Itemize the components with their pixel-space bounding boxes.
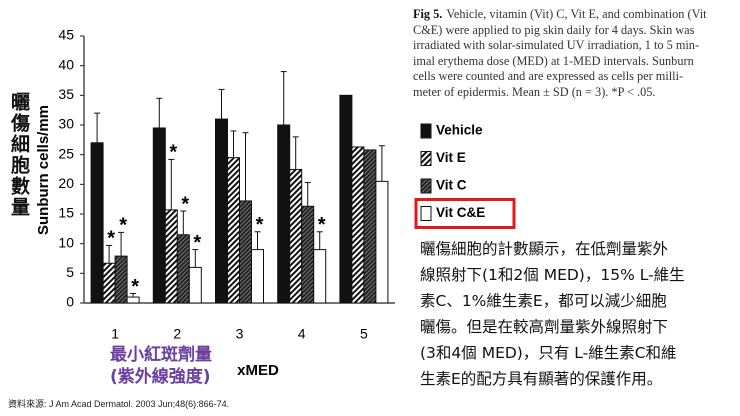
y-axis-label: Sunburn cells/mm xyxy=(35,105,52,235)
source: 資料來源: J Am Acad Dermatol. 2003 Jun;48(6)… xyxy=(8,399,230,409)
x-tick-label: 2 xyxy=(173,326,181,342)
note-line: 曬傷。但是在較高劑量紫外線照射下 xyxy=(420,318,669,336)
bar xyxy=(164,209,178,304)
x-label-zh-line: (紫外線強度) xyxy=(110,367,211,387)
x-tick-label: 4 xyxy=(298,326,306,342)
error-bar xyxy=(106,244,113,264)
caption-text: irradiated with solar-simulated UV irrad… xyxy=(413,38,700,53)
legend-label: Vit E xyxy=(436,150,466,165)
significance-star: * xyxy=(256,214,264,236)
error-bar xyxy=(156,97,163,128)
x-tick-label: 3 xyxy=(236,326,244,342)
y-tick-label: 30 xyxy=(58,116,74,132)
legend-label: Vit C&E xyxy=(436,205,485,220)
bar xyxy=(239,200,252,304)
significance-star: * xyxy=(107,228,115,250)
significance-star: * xyxy=(119,215,127,237)
bar xyxy=(313,249,327,304)
note-line: 生素E的配方具有顯著的保護作用。 xyxy=(420,370,663,388)
bar xyxy=(363,149,377,304)
error-bar xyxy=(218,88,225,120)
bar xyxy=(251,249,264,304)
y-tick-label: 40 xyxy=(58,56,74,72)
bar xyxy=(227,157,240,304)
bar xyxy=(301,205,315,304)
legend-highlight xyxy=(414,198,516,229)
bar xyxy=(152,127,166,304)
caption-line: C&E) were applied to pig skin daily for … xyxy=(413,23,738,39)
y-tick-label: 35 xyxy=(58,86,74,102)
significance-star: * xyxy=(131,276,139,298)
caption-text: Vehicle, vitamin (Vit) C, Vit E, and com… xyxy=(446,7,707,21)
error-bar xyxy=(280,71,287,125)
error-bar xyxy=(316,231,323,250)
caption-line: imal erythema dose (MED) at 1-MED interv… xyxy=(413,54,738,70)
error-bar xyxy=(180,210,187,235)
caption-text: C&E) were applied to pig skin daily for … xyxy=(413,22,695,37)
y-tick-label: 45 xyxy=(58,27,74,43)
caption-line: Fig 5. Vehicle, vitamin (Vit) C, Vit E, a… xyxy=(413,7,738,23)
caption-text: cells were counted and are expressed as … xyxy=(413,69,684,84)
error-bar xyxy=(242,132,249,201)
caption-line: irradiated with solar-simulated UV irrad… xyxy=(413,38,738,54)
legend-swatch xyxy=(420,123,432,139)
note: 曬傷細胞的計數顯示，在低劑量紫外 線照射下(1和2個 MED)，15% L-維生素… xyxy=(420,236,685,392)
error-bar xyxy=(292,136,299,170)
significance-star: * xyxy=(193,232,201,254)
legend-swatch xyxy=(420,206,432,221)
x-axis-label-zh: 最小紅斑劑量 (紫外線強度) xyxy=(110,344,212,388)
bar xyxy=(375,180,389,304)
caption: Fig 5. Vehicle, vitamin (Vit) C, Vit E, a… xyxy=(413,7,738,101)
bar xyxy=(188,266,202,304)
x-tick-label: 5 xyxy=(360,326,368,342)
error-bar xyxy=(254,231,261,250)
error-bar xyxy=(130,293,137,298)
bar xyxy=(339,94,353,304)
y-tick-label: 5 xyxy=(66,264,74,280)
x-tick-label: 1 xyxy=(111,326,119,342)
error-bar xyxy=(378,145,385,182)
significance-star: * xyxy=(169,142,177,164)
bar xyxy=(215,118,228,304)
bar xyxy=(114,255,128,304)
bar xyxy=(126,296,140,304)
caption-text: imal erythema dose (MED) at 1-MED interv… xyxy=(413,53,694,68)
bar xyxy=(351,146,365,304)
y-tick-label: 15 xyxy=(58,205,74,221)
bar xyxy=(102,262,116,304)
caption-label: Fig 5. xyxy=(413,7,443,21)
y-tick-label: 20 xyxy=(58,175,74,191)
note-line: 線照射下(1和2個 MED)，15% L-維生 xyxy=(420,266,685,284)
y-tick-label: 25 xyxy=(58,145,74,161)
caption-line: meter of epidermis. Mean ± SD (n = 3). *… xyxy=(413,85,738,101)
y-tick-label: 10 xyxy=(58,234,74,250)
bar xyxy=(289,169,303,304)
error-bar xyxy=(304,182,311,207)
bar xyxy=(277,124,291,304)
legend-swatch xyxy=(420,151,432,166)
error-bar xyxy=(94,112,101,143)
x-label-zh-line: 最小紅斑劑量 xyxy=(110,345,212,365)
y-tick-label: 0 xyxy=(66,294,74,310)
x-axis-label: xMED xyxy=(237,362,279,379)
caption-line: cells were counted and are expressed as … xyxy=(413,69,738,85)
error-bar xyxy=(168,158,175,210)
bar xyxy=(176,234,190,304)
significance-star: * xyxy=(181,193,189,215)
error-bar xyxy=(118,231,125,257)
note-line: (3和4個 MED)，只有 L-維生素C和維 xyxy=(420,344,677,362)
note-line: 曬傷細胞的計數顯示，在低劑量紫外 xyxy=(420,240,669,258)
bar xyxy=(90,142,104,304)
caption-text: meter of epidermis. Mean ± SD (n = 3). *… xyxy=(413,84,656,99)
significance-star: * xyxy=(318,214,326,236)
y-axis-label-zh: 曬傷細胞數量 xyxy=(8,92,30,218)
legend-label: Vit C xyxy=(436,178,467,193)
legend-label: Vehicle xyxy=(436,123,483,138)
error-bar xyxy=(230,130,237,158)
note-line: 素C、1%維生素E，都可以減少細胞 xyxy=(420,292,667,310)
legend-swatch xyxy=(420,178,432,194)
error-bar xyxy=(192,249,199,268)
